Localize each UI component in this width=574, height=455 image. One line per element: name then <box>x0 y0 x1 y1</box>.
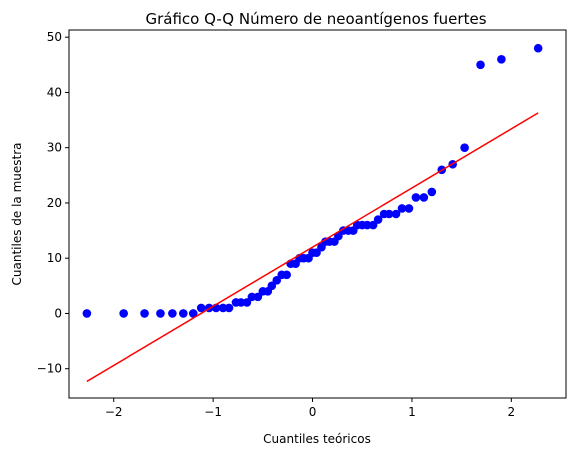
qq-point <box>168 309 177 318</box>
chart-title: Gráfico Q-Q Número de neoantígenos fuert… <box>145 10 486 28</box>
qq-point <box>242 298 252 307</box>
qq-point <box>368 220 378 230</box>
reference-line <box>86 112 539 383</box>
qq-point <box>497 54 506 64</box>
qq-point <box>404 204 414 213</box>
qq-point <box>196 303 206 313</box>
qq-point <box>373 215 383 224</box>
qq-point <box>312 248 321 257</box>
qq-point <box>82 309 92 318</box>
qq-point <box>140 309 149 318</box>
x-axis-label: Cuantiles teóricos <box>263 432 371 446</box>
qq-point <box>119 309 128 318</box>
y-tick-label: 40 <box>47 85 62 99</box>
x-tick-label: −2 <box>105 405 123 419</box>
qq-point <box>247 292 257 302</box>
qq-point <box>419 193 429 202</box>
qq-point <box>272 276 282 285</box>
y-tick-label: 20 <box>47 196 62 210</box>
y-tick-label: 50 <box>47 30 62 44</box>
qq-point <box>267 281 277 291</box>
qq-point <box>533 43 543 53</box>
qq-point <box>224 303 234 313</box>
qq-point <box>476 60 485 70</box>
qq-point <box>411 193 421 202</box>
qq-point <box>253 292 263 302</box>
qq-point <box>384 209 394 219</box>
qq-point <box>391 209 401 219</box>
qq-point <box>179 309 188 318</box>
qq-point <box>460 143 469 152</box>
x-tick-label: 1 <box>408 405 416 419</box>
y-tick-label: 10 <box>47 251 62 265</box>
y-axis-label: Cuantiles de la muestra <box>10 142 24 285</box>
y-tick-label: 30 <box>47 141 62 155</box>
qq-point <box>334 231 343 241</box>
y-tick-label: −10 <box>37 362 62 376</box>
y-tick-label: 0 <box>54 306 62 320</box>
qq-point <box>397 204 407 213</box>
qq-point <box>218 303 228 313</box>
qq-point <box>427 187 437 197</box>
x-tick-label: −1 <box>204 405 222 419</box>
x-tick-label: 2 <box>508 405 516 419</box>
qq-point <box>236 298 246 307</box>
x-tick-label: 0 <box>309 405 317 419</box>
qq-point <box>362 220 372 230</box>
qq-point <box>282 270 291 280</box>
qq-point <box>156 309 165 318</box>
qq-point <box>188 309 198 318</box>
plot-frame <box>68 29 567 399</box>
